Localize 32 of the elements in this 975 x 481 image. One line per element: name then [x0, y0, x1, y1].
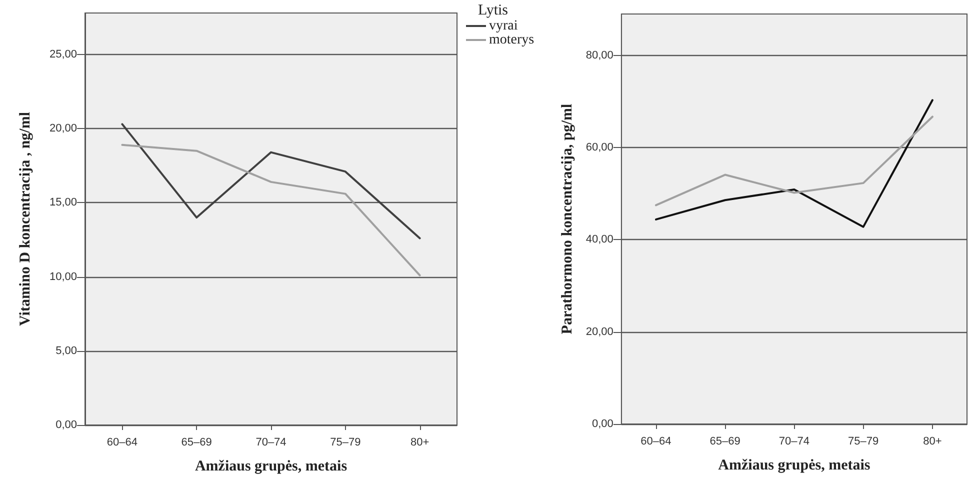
y-tick-label: 25,00 — [49, 48, 77, 60]
y-tick-label: 80,00 — [586, 49, 614, 62]
line-series — [654, 116, 934, 206]
y-tick-label: 20,00 — [586, 326, 614, 338]
y-axis-title: Vitamino D koncentracija , ng/ml — [18, 112, 34, 326]
y-axis-title: Parathormono koncentracija, pg/ml — [560, 104, 576, 334]
x-tick-label: 60–64 — [106, 436, 138, 448]
x-tick-label: 80+ — [923, 436, 942, 448]
y-tick-label: 5,00 — [56, 344, 77, 357]
x-tick-label: 70–74 — [778, 436, 810, 448]
x-tick-label: 60–64 — [640, 436, 672, 448]
x-tick-label: 75–79 — [848, 436, 879, 448]
x-tick-label: 65–69 — [710, 436, 740, 448]
y-tick-label: 0,00 — [56, 419, 77, 431]
x-tick-label: 75–79 — [330, 436, 361, 448]
line-series — [654, 99, 934, 228]
y-tick-label: 60,00 — [586, 142, 614, 154]
x-axis-title: Amžiaus grupės, metais — [194, 458, 348, 474]
line-series — [121, 123, 421, 240]
y-tick-label: 20,00 — [49, 122, 77, 135]
legend-title: Lytis — [478, 2, 508, 18]
y-tick-label: 10,00 — [49, 270, 77, 283]
line-series — [121, 144, 421, 276]
x-tick-label: 80+ — [410, 436, 430, 448]
y-tick-label: 40,00 — [586, 234, 614, 246]
x-axis-title: Amžiaus grupės, metais — [718, 458, 870, 474]
x-tick-label: 70–74 — [256, 436, 286, 448]
legend-label: vyrai — [489, 18, 518, 34]
legend-label: moterys — [489, 32, 534, 48]
y-tick-label: 15,00 — [49, 196, 77, 209]
x-tick-label: 65–69 — [181, 436, 212, 448]
y-tick-label: 0,00 — [592, 418, 614, 430]
